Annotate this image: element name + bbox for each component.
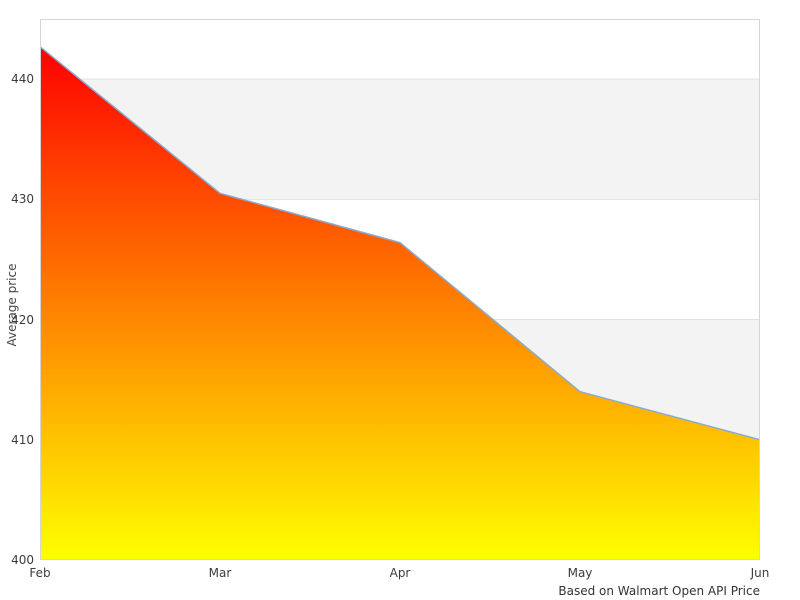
y-tick-label: 410 [11,432,34,447]
area-chart-canvas [40,19,760,560]
y-tick-label: 420 [11,312,34,327]
x-tick-label: Jun [750,566,770,580]
x-tick-label: Apr [389,566,411,580]
y-tick-label: 430 [11,192,34,207]
x-tick-label: Feb [29,566,51,580]
y-tick-label: 440 [11,72,34,87]
x-tick-label: May [567,566,593,580]
x-tick-label: Mar [208,566,232,580]
y-tick-label: 400 [11,553,34,567]
plot-area [40,19,760,560]
chart-caption: Based on Walmart Open API Price [558,584,760,598]
y-axis-title: Average price [5,263,19,347]
